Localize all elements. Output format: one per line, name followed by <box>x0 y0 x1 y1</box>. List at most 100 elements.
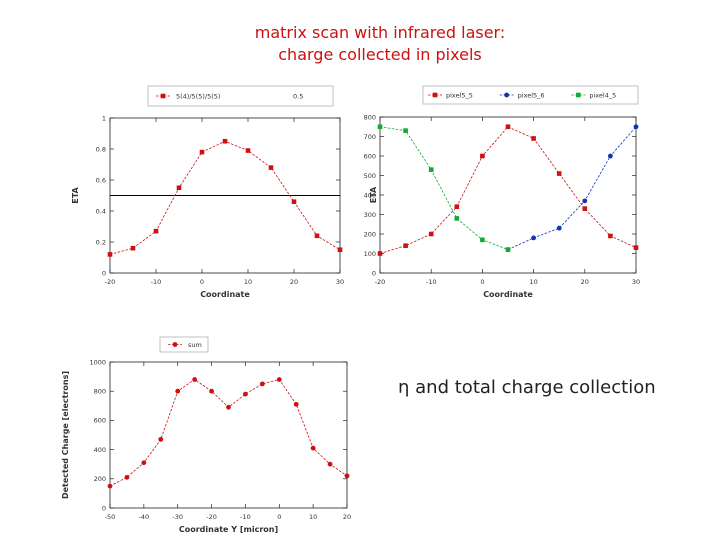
data-point <box>222 138 228 144</box>
x-tick-label: 20 <box>581 278 589 286</box>
y-tick-label: 0.4 <box>96 207 106 215</box>
slide-title-line1: matrix scan with infrared laser: <box>254 23 506 42</box>
legend: 5(4)/5(5)/5(5) 0.5 <box>147 85 334 107</box>
legend-marker <box>504 92 510 98</box>
data-point <box>531 235 536 241</box>
data-point <box>454 204 460 209</box>
legend-label: pixel4_5 <box>589 91 616 99</box>
data-point <box>259 381 265 387</box>
data-point <box>454 216 460 221</box>
data-point <box>505 247 511 252</box>
y-tick-label: 800 <box>94 388 106 396</box>
caption-text: and total charge collection <box>415 377 656 398</box>
data-point <box>403 128 408 133</box>
data-point <box>480 153 485 159</box>
data-point <box>314 233 320 239</box>
y-tick-label: 200 <box>364 230 376 238</box>
y-axis-label: Detected Charge [electrons] <box>61 371 70 499</box>
series-line <box>109 140 341 255</box>
data-point <box>582 206 588 211</box>
data-point <box>276 377 282 382</box>
x-axis-label: Coordinate <box>483 290 533 299</box>
legend-marker <box>432 92 438 98</box>
y-tick-label: 0.6 <box>96 176 106 184</box>
data-point <box>153 228 159 234</box>
legend-box <box>159 336 209 353</box>
x-axis-label: Coordinate Y [micron] <box>179 525 278 534</box>
data-point <box>608 233 613 239</box>
legend-marker <box>576 92 581 98</box>
data-point <box>130 245 136 251</box>
x-tick-label: -10 <box>426 278 437 286</box>
data-point <box>505 124 511 130</box>
y-tick-label: 700 <box>364 133 376 141</box>
legend-label: 5(4)/5(5)/5(5) <box>176 92 220 100</box>
y-tick-label: 0.2 <box>96 238 106 246</box>
y-tick-label: 600 <box>94 417 106 425</box>
y-tick-label: 300 <box>364 211 376 219</box>
y-tick-label: 0 <box>102 269 106 277</box>
data-point <box>226 404 231 410</box>
data-point <box>377 251 383 256</box>
data-point <box>310 445 316 451</box>
data-point <box>633 124 639 130</box>
data-point <box>124 474 130 480</box>
data-point <box>344 473 350 479</box>
side-caption: η and total charge collection <box>398 377 656 398</box>
chart-3: 0 200 400 600 800 1000 -50 -40 -30 -20 -10 0 10 20 Coo… <box>61 336 351 534</box>
y-tick-label: 1000 <box>89 358 106 366</box>
x-tick-label: -20 <box>375 278 386 286</box>
data-point <box>293 401 299 407</box>
data-point <box>608 153 613 159</box>
data-point <box>175 388 181 394</box>
x-tick-label: 0 <box>480 278 484 286</box>
data-point <box>480 237 485 243</box>
caption-eta-symbol: η <box>398 377 410 398</box>
slide-title: matrix scan with infrared laser: charge … <box>0 22 720 66</box>
plot-frame <box>109 361 348 509</box>
data-point <box>107 483 113 489</box>
x-tick-label: -10 <box>240 513 251 521</box>
data-point <box>291 199 297 204</box>
data-point <box>192 377 198 382</box>
y-tick-label: 800 <box>364 113 376 121</box>
legend-label: sum <box>188 341 202 349</box>
data-point <box>428 167 434 172</box>
legend-box <box>422 85 639 105</box>
y-axis-label: ETA <box>71 186 80 203</box>
y-tick-label: 100 <box>364 250 376 258</box>
x-tick-label: 10 <box>309 513 317 521</box>
data-point <box>403 243 408 248</box>
y-tick-label: 0.8 <box>96 145 106 153</box>
x-tick-label: -30 <box>172 513 183 521</box>
data-point <box>158 436 164 442</box>
data-point <box>209 388 214 394</box>
x-tick-label: 0 <box>277 513 281 521</box>
legend: pixel5_5 pixel5_6 pixel4_5 <box>422 85 639 105</box>
y-tick-label: 1 <box>102 114 106 122</box>
y-tick-label: 400 <box>94 446 106 454</box>
series-line <box>379 126 509 250</box>
data-point <box>245 148 251 153</box>
y-axis-label: ETA <box>369 186 378 203</box>
data-point <box>428 231 434 237</box>
data-point <box>107 252 113 257</box>
y-tick-label: 600 <box>364 152 376 160</box>
series-line <box>379 126 637 254</box>
data-point <box>633 245 639 250</box>
legend-label: pixel5_6 <box>518 91 545 99</box>
x-tick-label: 20 <box>290 278 298 286</box>
y-tick-label: 200 <box>94 475 106 483</box>
x-axis-label: Coordinate <box>200 290 250 299</box>
data-point <box>531 136 536 141</box>
chart-2: 0 100 200 300 400 500 600 700 800 -20 -10 0 10 20 30 Co… <box>364 85 640 299</box>
legend-marker <box>172 342 178 347</box>
x-tick-label: 20 <box>343 513 351 521</box>
data-point <box>337 247 343 253</box>
data-point <box>556 225 562 231</box>
x-tick-label: 30 <box>336 278 344 286</box>
x-tick-label: -20 <box>206 513 217 521</box>
x-tick-label: 10 <box>244 278 252 286</box>
chart-1: 0 0.2 0.4 0.6 0.8 1 -20 -10 0 10 20 30 Coordinate ETA… <box>71 85 344 299</box>
